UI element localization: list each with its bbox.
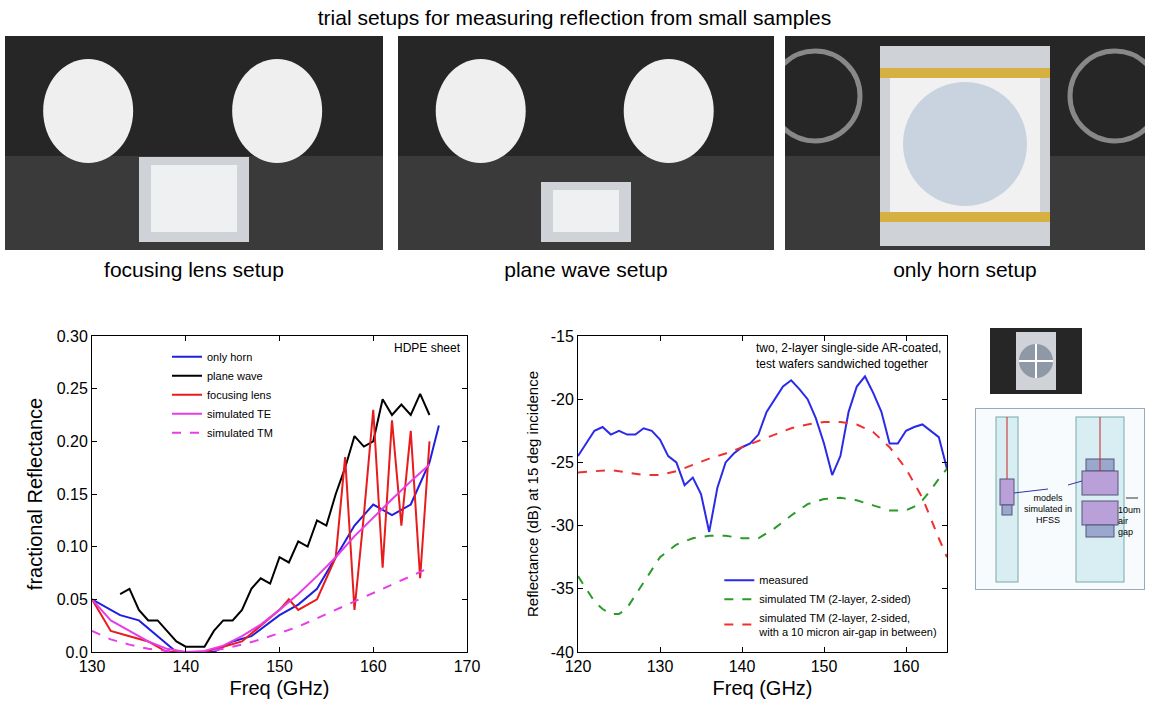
svg-text:measured: measured (759, 574, 808, 586)
svg-text:140: 140 (729, 658, 756, 675)
svg-text:plane wave: plane wave (207, 370, 263, 382)
html-text:plane wave setup: plane wave setup (504, 258, 668, 281)
svg-text:140: 140 (172, 658, 199, 675)
svg-text:0.0: 0.0 (66, 644, 88, 661)
svg-text:130: 130 (647, 658, 674, 675)
svg-text:simulated TM: simulated TM (207, 427, 273, 439)
svg-text:two, 2-layer single-side AR-co: two, 2-layer single-side AR-coated,test … (756, 341, 941, 371)
svg-text:0.05: 0.05 (57, 591, 88, 608)
svg-text:120: 120 (565, 658, 592, 675)
svg-text:HDPE sheet: HDPE sheet (394, 341, 461, 355)
html-text:focusing lens setup: focusing lens setup (104, 258, 284, 281)
svg-text:simulated TM (2-layer, 2-sided: simulated TM (2-layer, 2-sided,with a 10… (758, 612, 936, 638)
svg-text:-15: -15 (551, 328, 574, 345)
svg-text:Reflectance (dB) at 15 deg inc: Reflectance (dB) at 15 deg incidence (524, 371, 541, 617)
svg-text:focusing lens: focusing lens (207, 389, 272, 401)
svg-text:0.20: 0.20 (57, 433, 88, 450)
svg-text:0.30: 0.30 (57, 328, 88, 345)
svg-text:-35: -35 (551, 580, 574, 597)
svg-text:-40: -40 (551, 644, 574, 661)
svg-text:Freq (GHz): Freq (GHz) (713, 677, 813, 699)
svg-text:0.25: 0.25 (57, 380, 88, 397)
svg-text:-25: -25 (551, 454, 574, 471)
svg-text:simulated TE: simulated TE (207, 408, 271, 420)
svg-text:130: 130 (79, 658, 106, 675)
svg-text:150: 150 (266, 658, 293, 675)
svg-text:fractional Reflectance: fractional Reflectance (24, 398, 46, 590)
svg-text:170: 170 (454, 658, 481, 675)
svg-text:simulated TM (2-layer, 2-sided: simulated TM (2-layer, 2-sided) (759, 593, 910, 605)
svg-text:Freq (GHz): Freq (GHz) (230, 677, 330, 699)
html-text:only horn setup: only horn setup (893, 258, 1037, 281)
svg-text:150: 150 (811, 658, 838, 675)
svg-text:160: 160 (360, 658, 387, 675)
svg-text:0.15: 0.15 (57, 486, 88, 503)
html-text:trial setups for measuring ref: trial setups for measuring reflection fr… (317, 6, 832, 29)
html-text:models simulated in HFSS: models simulated in HFSS (1024, 493, 1072, 525)
html-text:10um air gap: 10um air gap (1118, 505, 1141, 537)
svg-text:160: 160 (893, 658, 920, 675)
svg-text:0.10: 0.10 (57, 538, 88, 555)
svg-text:-20: -20 (551, 391, 574, 408)
svg-text:only horn: only horn (207, 351, 252, 363)
svg-text:-30: -30 (551, 517, 574, 534)
